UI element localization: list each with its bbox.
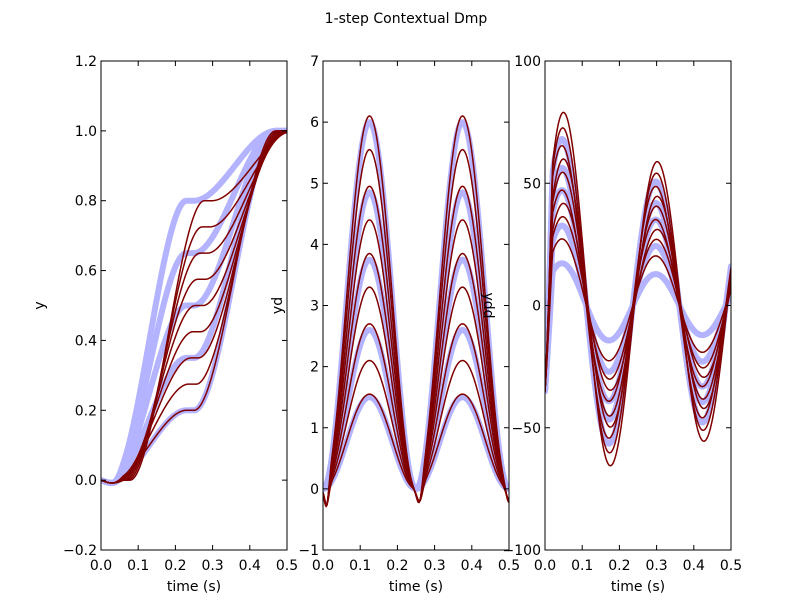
trajectory-line — [101, 131, 287, 484]
reference-line — [101, 127, 287, 486]
x-tick-label: 0.4 — [461, 558, 483, 574]
subplots: 0.0 0.1 0.2 0.3 0.4 0.5−0.20.00.20.40.60.81.0… — [32, 54, 742, 595]
x-tick-label: 0.4 — [683, 558, 705, 574]
x-tick-label: 0.3 — [423, 558, 445, 574]
y-tick-label: 0 — [532, 299, 541, 315]
y-tick-label: 0.8 — [75, 194, 97, 210]
reference-line — [323, 394, 509, 492]
x-tick-label: 0.4 — [239, 558, 261, 574]
y-tick-label: 0.2 — [75, 403, 97, 419]
figure-title: 1-step Contextual Dmp — [325, 11, 488, 27]
x-tick-label: 0.0 — [312, 558, 334, 574]
x-tick-label: 0.2 — [608, 558, 630, 574]
x-tick-label: 0.5 — [720, 558, 742, 574]
x-axis-label: time (s) — [167, 579, 221, 595]
x-tick-label: 0.1 — [571, 558, 593, 574]
trajectory-line — [101, 130, 287, 484]
y-axis-label: y — [32, 301, 48, 309]
x-tick-label: 0.3 — [201, 558, 223, 574]
x-axis-label: time (s) — [611, 579, 665, 595]
y-tick-label: 0.6 — [75, 264, 97, 280]
y-axis-label: ydd — [480, 292, 496, 318]
y-tick-label: −0.2 — [63, 543, 97, 559]
y-axis-label: yd — [270, 297, 286, 314]
y-tick-label: 1.2 — [75, 54, 97, 70]
x-tick-label: 0.5 — [276, 558, 298, 574]
y-tick-label: 0 — [310, 482, 319, 498]
y-tick-label: 0.0 — [75, 473, 97, 489]
plot-area-1 — [101, 127, 287, 486]
axes-frame-3 — [544, 60, 732, 551]
y-tick-label: 50 — [523, 176, 541, 192]
x-axis-label: time (s) — [389, 579, 443, 595]
x-tick-label: 0.2 — [386, 558, 408, 574]
y-tick-label: −100 — [503, 543, 541, 559]
y-tick-label: 4 — [310, 237, 319, 253]
plot-area-2 — [323, 115, 509, 508]
x-tick-label: 0.5 — [498, 558, 520, 574]
y-tick-label: 7 — [310, 54, 319, 70]
axes-frame-1 — [100, 60, 288, 551]
y-tick-label: 1.0 — [75, 124, 97, 140]
x-tick-label: 0.1 — [349, 558, 371, 574]
x-tick-label: 0.0 — [534, 558, 556, 574]
reference-line — [101, 127, 287, 486]
x-tick-label: 0.2 — [164, 558, 186, 574]
y-tick-label: 6 — [310, 115, 319, 131]
x-tick-label: 0.0 — [90, 558, 112, 574]
y-tick-label: 2 — [310, 360, 319, 376]
plot-area-3 — [545, 111, 731, 467]
trajectory-line — [323, 115, 509, 508]
y-tick-label: 100 — [514, 54, 541, 70]
x-tick-label: 0.1 — [127, 558, 149, 574]
y-tick-label: 0.4 — [75, 333, 97, 349]
trajectory-line — [101, 130, 287, 484]
y-tick-label: −50 — [511, 421, 541, 437]
y-tick-label: 5 — [310, 176, 319, 192]
trajectory-line — [101, 130, 287, 484]
y-tick-label: −1 — [298, 543, 319, 559]
y-tick-label: 1 — [310, 421, 319, 437]
subplot-1: 0.0 0.1 0.2 0.3 0.4 0.5−0.20.00.20.40.60.81.0… — [32, 54, 298, 595]
x-tick-label: 0.3 — [645, 558, 667, 574]
y-tick-label: 3 — [310, 299, 319, 315]
trajectory-line — [545, 111, 731, 467]
